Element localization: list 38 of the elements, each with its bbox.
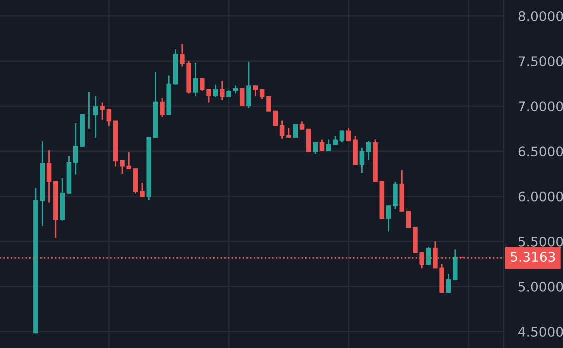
candlestick [126, 152, 132, 170]
candlestick [133, 168, 138, 195]
candlestick [286, 127, 292, 139]
candlestick [106, 108, 112, 127]
candlestick [426, 246, 432, 266]
candlestick [280, 120, 285, 140]
candlestick [86, 91, 92, 130]
candlestick [213, 84, 218, 98]
candlestick [393, 181, 398, 210]
y-tick-label: 6.5000 [518, 146, 563, 157]
y-tick-label: 6.0000 [518, 192, 563, 202]
candlestick [360, 147, 365, 174]
candlestick [386, 204, 392, 232]
candlestick [160, 98, 165, 118]
y-tick-label: 5.5000 [518, 236, 563, 247]
candlestick [246, 62, 252, 109]
candlestick [93, 96, 98, 139]
candlestick [306, 128, 312, 154]
candlestick [140, 182, 145, 198]
candlestick [240, 88, 245, 108]
candlestick [46, 150, 52, 204]
candlestick [320, 139, 325, 152]
candlestick [366, 140, 372, 162]
candlestick [120, 160, 125, 175]
y-tick-label: 5.0000 [518, 282, 563, 292]
ref-line-label: 5.3163 [511, 252, 556, 262]
candlestick [453, 249, 458, 282]
y-tick-label: 7.0000 [518, 102, 563, 112]
candlestick [293, 124, 298, 139]
candlestick [253, 84, 258, 98]
y-tick-label: 7.5000 [518, 56, 563, 67]
candlestick [446, 273, 452, 294]
candlestick [340, 130, 345, 144]
candlestick [220, 80, 225, 101]
candlestick [193, 62, 198, 98]
y-tick-label: 4.5000 [518, 326, 563, 337]
y-tick-label: 8.0000 [518, 11, 563, 22]
candlestick [100, 102, 105, 121]
